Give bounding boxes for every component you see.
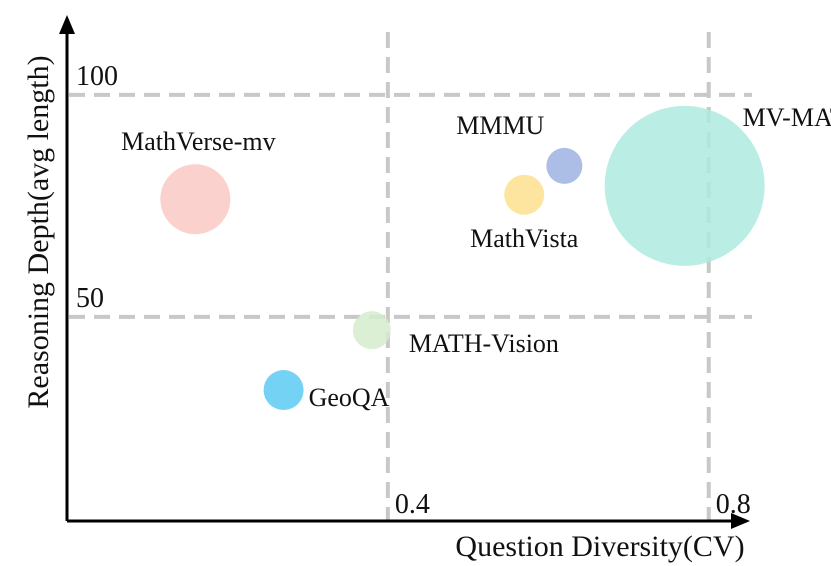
bubble-mathverse-mv [160, 164, 231, 235]
bubble-labels: MathVerse-mv MMMU MathVista MV-MATH MATH-Vis… [121, 103, 831, 412]
x-axis-label: Question Diversity(CV) [455, 530, 744, 563]
bubble-label: MATH-Vision [409, 329, 559, 358]
x-axis-arrowhead [731, 513, 750, 529]
bubble-geoqa [263, 370, 304, 411]
x-tick-label: 0.4 [395, 489, 430, 520]
y-axis-arrowhead [59, 15, 75, 34]
y-tick-label: 50 [76, 283, 104, 314]
bubble-mmmu [546, 147, 583, 184]
grid-lines [69, 32, 752, 521]
bubble-mv-math [604, 105, 765, 266]
bubbles [160, 105, 765, 411]
tick-labels: 0.4 0.8 50 100 [76, 61, 751, 520]
bubble-label: GeoQA [309, 383, 390, 412]
axes [59, 15, 750, 529]
y-tick-label: 100 [76, 61, 118, 92]
x-tick-label: 0.8 [716, 489, 751, 520]
bubble-label: MathVerse-mv [121, 127, 276, 156]
y-axis-label: Reasoning Depth(avg length) [22, 55, 55, 408]
bubble-mathvista [504, 174, 545, 215]
bubble-math-vision [352, 311, 391, 350]
bubble-label: MathVista [470, 224, 579, 253]
bubble-label: MMMU [456, 111, 544, 140]
bubble-label: MV-MATH [743, 103, 831, 132]
